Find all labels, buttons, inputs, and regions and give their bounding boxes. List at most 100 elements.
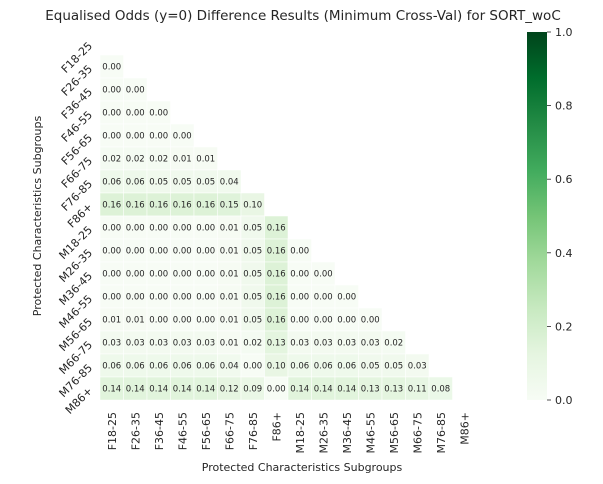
cell-value-label: 0.00 — [149, 270, 168, 280]
cell-value-label: 0.00 — [149, 316, 168, 326]
cell-value-label: 0.06 — [314, 362, 333, 372]
x-tick-label: M26-35 — [317, 412, 330, 453]
cell-value-label: 0.10 — [267, 362, 286, 372]
cell-value-label: 0.13 — [267, 339, 286, 349]
cell-value-label: 0.03 — [102, 339, 121, 349]
cell-value-label: 0.01 — [220, 293, 239, 303]
x-tick-labels: F18-25 F26-35 F36-45 F46-55 F56-65 F66-75 F76-… — [106, 412, 472, 453]
cell-value-label: 0.16 — [267, 247, 286, 257]
cell-value-label: 0.14 — [102, 385, 121, 395]
colorbar-tick-label: 0.8 — [555, 100, 573, 113]
cell-value-label: 0.01 — [173, 155, 192, 165]
cell-value-label: 0.00 — [102, 224, 121, 234]
cell-value-label: 0.00 — [314, 316, 333, 326]
cell-value-label: 0.09 — [243, 385, 262, 395]
cell-value-label: 0.16 — [267, 224, 286, 234]
cell-value-label: 0.02 — [102, 155, 121, 165]
cell-value-label: 0.01 — [126, 316, 145, 326]
colorbar-tick-label: 1.0 — [555, 26, 573, 39]
cell-value-label: 0.00 — [126, 109, 145, 119]
cell-value-label: 0.06 — [290, 362, 309, 372]
cell-value-label: 0.16 — [196, 201, 215, 211]
cell-value-label: 0.00 — [149, 293, 168, 303]
x-tick-label: M76-85 — [435, 412, 448, 453]
cell-value-label: 0.14 — [337, 385, 356, 395]
cell-value-label: 0.00 — [102, 109, 121, 119]
heatmap-cells: 0.00 0.00 0.00 0.00 0.00 0.00 0.00 0.00 0.00 0.00… — [99, 54, 453, 401]
cell-value-label: 0.06 — [126, 362, 145, 372]
cell-value-label: 0.03 — [337, 339, 356, 349]
x-axis-label: Protected Characteristics Subgroups — [202, 461, 403, 474]
cell-value-label: 0.05 — [243, 224, 262, 234]
x-tick-label: F26-35 — [129, 412, 142, 450]
cell-value-label: 0.04 — [220, 178, 239, 188]
cell-value-label: 0.05 — [173, 178, 192, 188]
cell-value-label: 0.03 — [408, 362, 427, 372]
x-tick-label: F18-25 — [106, 412, 119, 450]
cell-value-label: 0.01 — [220, 247, 239, 257]
cell-value-label: 0.06 — [173, 362, 192, 372]
y-tick-labels: F18-25F26-35F36-45F46-55F56-65F66-75F76-… — [57, 39, 96, 416]
cell-value-label: 0.00 — [290, 293, 309, 303]
cell-value-label: 0.14 — [126, 385, 145, 395]
x-tick-label: F66-75 — [223, 412, 236, 450]
cell-value-label: 0.14 — [149, 385, 168, 395]
colorbar-tick-label: 0.6 — [555, 173, 573, 186]
cell-value-label: 0.00 — [126, 86, 145, 96]
cell-value-label: 0.00 — [290, 247, 309, 257]
cell-value-label: 0.06 — [102, 362, 121, 372]
cell-value-label: 0.14 — [196, 385, 215, 395]
cell-value-label: 0.06 — [196, 362, 215, 372]
cell-value-label: 0.00 — [149, 132, 168, 142]
cell-value-label: 0.16 — [102, 201, 121, 211]
cell-value-label: 0.00 — [314, 270, 333, 280]
cell-value-label: 0.06 — [126, 178, 145, 188]
cell-value-label: 0.00 — [173, 247, 192, 257]
cell-value-label: 0.12 — [220, 385, 239, 395]
cell-value-label: 0.05 — [243, 293, 262, 303]
cell-value-label: 0.00 — [243, 362, 262, 372]
cell-value-label: 0.02 — [384, 339, 403, 349]
colorbar — [527, 32, 547, 400]
cell-value-label: 0.03 — [149, 339, 168, 349]
colorbar-tick-labels: 0.0 0.2 0.4 0.6 0.8 1.0 — [547, 26, 573, 407]
cell-value-label: 0.00 — [196, 293, 215, 303]
cell-value-label: 0.14 — [290, 385, 309, 395]
colorbar-tick-label: 0.4 — [555, 247, 573, 260]
x-tick-label: F86+ — [270, 412, 283, 442]
x-tick-label: M46-55 — [364, 412, 377, 453]
cell-value-label: 0.00 — [102, 247, 121, 257]
cell-value-label: 0.16 — [267, 270, 286, 280]
cell-value-label: 0.00 — [173, 293, 192, 303]
cell-value-label: 0.05 — [243, 316, 262, 326]
heatmap-cell — [428, 376, 453, 401]
cell-value-label: 0.02 — [126, 155, 145, 165]
cell-value-label: 0.05 — [196, 178, 215, 188]
cell-value-label: 0.00 — [102, 86, 121, 96]
cell-value-label: 0.01 — [220, 316, 239, 326]
cell-value-label: 0.05 — [361, 362, 380, 372]
cell-value-label: 0.05 — [149, 178, 168, 188]
cell-value-label: 0.05 — [243, 270, 262, 280]
cell-value-label: 0.16 — [149, 201, 168, 211]
cell-value-label: 0.13 — [361, 385, 380, 395]
cell-value-label: 0.00 — [290, 270, 309, 280]
cell-value-label: 0.16 — [267, 316, 286, 326]
x-tick-label: M18-25 — [294, 412, 307, 453]
cell-value-label: 0.05 — [384, 362, 403, 372]
cell-value-label: 0.00 — [314, 293, 333, 303]
cell-value-label: 0.00 — [126, 293, 145, 303]
cell-value-label: 0.11 — [408, 385, 427, 395]
cell-value-label: 0.00 — [337, 316, 356, 326]
x-tick-label: M56-65 — [388, 412, 401, 453]
cell-value-label: 0.00 — [126, 270, 145, 280]
cell-value-label: 0.06 — [149, 362, 168, 372]
y-axis-label: Protected Characteristics Subgroups — [31, 115, 44, 316]
cell-value-label: 0.00 — [102, 63, 121, 73]
cell-value-label: 0.06 — [102, 178, 121, 188]
cell-value-label: 0.00 — [196, 270, 215, 280]
cell-value-label: 0.06 — [337, 362, 356, 372]
cell-value-label: 0.00 — [102, 293, 121, 303]
cell-value-label: 0.00 — [126, 224, 145, 234]
cell-value-label: 0.00 — [149, 247, 168, 257]
